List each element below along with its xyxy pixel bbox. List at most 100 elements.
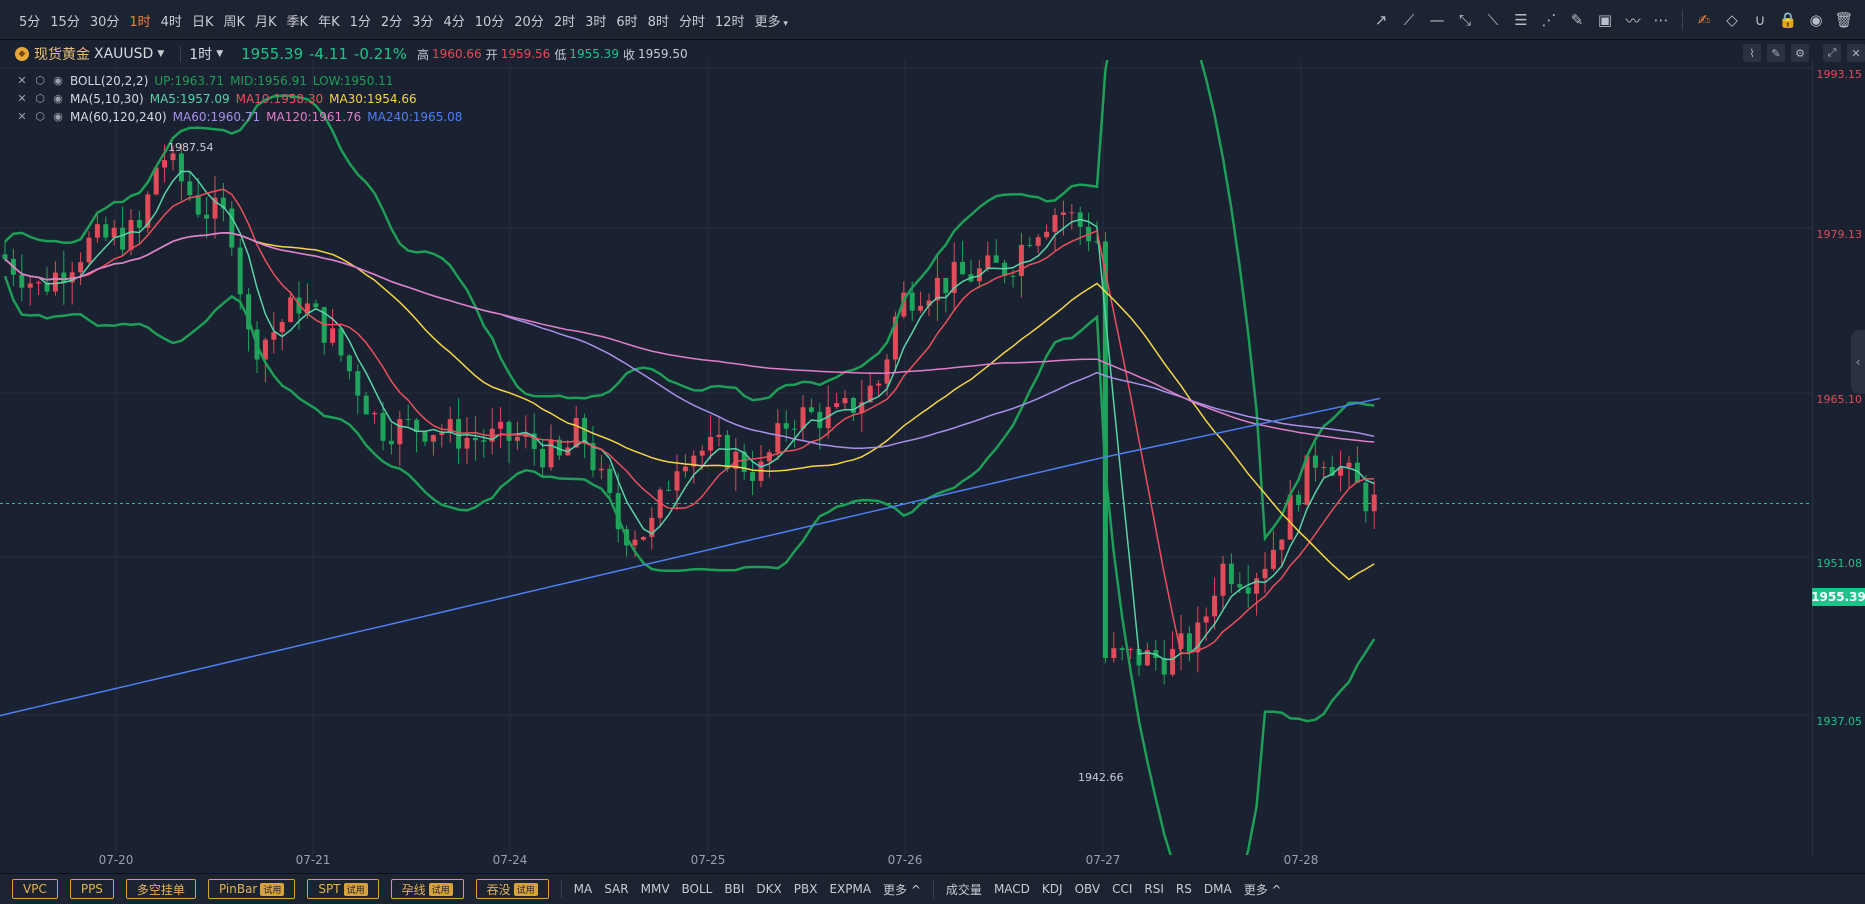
main-indicator-tab[interactable]: BOLL bbox=[681, 882, 713, 896]
tool-button[interactable]: PinBar 试用 bbox=[207, 879, 296, 899]
chevron-down-icon[interactable]: ▼ bbox=[216, 49, 224, 59]
tool-button[interactable]: 多空挂单 bbox=[125, 879, 196, 899]
period-22[interactable]: 更多 bbox=[750, 11, 793, 30]
main-indicator-tab[interactable]: PBX bbox=[793, 882, 818, 896]
collapse-panel-button[interactable]: ‹ bbox=[1851, 330, 1865, 394]
more-dots-icon[interactable]: ⋯ bbox=[1653, 11, 1669, 29]
main-indicator-tab[interactable]: MA bbox=[573, 882, 593, 896]
period-6[interactable]: 周K bbox=[223, 14, 245, 30]
candlestick-chart[interactable] bbox=[0, 60, 1812, 855]
candle-body bbox=[288, 297, 294, 322]
eye-icon[interactable]: ◉ bbox=[53, 110, 63, 123]
indicator-name[interactable]: MA(60,120,240) bbox=[70, 110, 167, 124]
horizontal-line-icon[interactable]: — bbox=[1429, 11, 1445, 29]
sub-indicator-tab[interactable]: 更多 ^ bbox=[1243, 882, 1282, 897]
brush-icon[interactable]: ✎ bbox=[1570, 11, 1584, 29]
fullscreen-icon[interactable]: ⤢ bbox=[1823, 44, 1841, 62]
period-9[interactable]: 年K bbox=[318, 14, 340, 30]
period-12[interactable]: 3分 bbox=[412, 14, 434, 30]
candle-body bbox=[1060, 212, 1066, 215]
ray-icon[interactable]: ⟋ bbox=[1403, 11, 1415, 29]
period-21[interactable]: 12时 bbox=[714, 14, 745, 30]
tool-button[interactable]: PPS bbox=[69, 879, 114, 899]
settings-icon[interactable]: ⬡ bbox=[35, 74, 45, 87]
tool-button[interactable]: VPC bbox=[12, 879, 58, 899]
extended-line-icon[interactable]: ⟍ bbox=[1487, 11, 1499, 29]
period-1[interactable]: 15分 bbox=[50, 14, 80, 30]
close-icon[interactable]: ✕ bbox=[17, 74, 27, 87]
candle-body bbox=[674, 471, 680, 491]
period-3[interactable]: 1时 bbox=[129, 14, 151, 30]
close-icon[interactable]: ✕ bbox=[17, 110, 27, 123]
interval-select[interactable]: 1时 bbox=[189, 47, 213, 63]
eye-icon[interactable]: ◉ bbox=[53, 74, 63, 87]
main-indicator-tab[interactable]: SAR bbox=[604, 882, 629, 896]
main-indicator-tab[interactable]: DKX bbox=[756, 882, 782, 896]
main-indicator-tab[interactable]: 更多 ^ bbox=[883, 882, 921, 897]
period-5[interactable]: 日K bbox=[191, 14, 214, 30]
sub-indicator-tab[interactable]: RSI bbox=[1144, 882, 1164, 896]
time-tick: 07-20 bbox=[98, 853, 134, 867]
tool-label: PinBar bbox=[218, 882, 258, 896]
trend-line-icon[interactable]: ↗ bbox=[1374, 11, 1388, 29]
sub-indicator-tab[interactable]: KDJ bbox=[1041, 882, 1063, 896]
sub-indicator-tab[interactable]: RS bbox=[1175, 882, 1192, 896]
period-14[interactable]: 10分 bbox=[474, 14, 505, 30]
price-axis[interactable]: 1993.15 1979.13 1965.10 1951.08 1937.05 bbox=[1812, 60, 1865, 855]
sub-indicator-tab[interactable]: OBV bbox=[1074, 882, 1101, 896]
period-18[interactable]: 6时 bbox=[616, 14, 638, 30]
indicator-name[interactable]: MA(5,10,30) bbox=[70, 92, 144, 106]
period-7[interactable]: 月K bbox=[255, 14, 277, 30]
close-icon[interactable]: ✕ bbox=[17, 92, 27, 105]
sub-indicator-tab[interactable]: CCI bbox=[1112, 882, 1133, 896]
sub-indicator-tab[interactable]: 成交量 bbox=[945, 882, 982, 897]
period-10[interactable]: 1分 bbox=[349, 14, 371, 30]
edit-icon[interactable]: ✎ bbox=[1767, 44, 1785, 62]
period-16[interactable]: 2时 bbox=[553, 14, 576, 30]
candle-body bbox=[825, 406, 831, 429]
main-indicator-tab[interactable]: BBI bbox=[724, 882, 745, 896]
period-17[interactable]: 3时 bbox=[585, 14, 607, 30]
period-15[interactable]: 20分 bbox=[514, 14, 544, 30]
main-indicator-tab[interactable]: EXPMA bbox=[829, 882, 872, 896]
tool-button[interactable]: 吞没 试用 bbox=[475, 879, 549, 899]
period-13[interactable]: 4分 bbox=[443, 14, 465, 30]
gann-fan-icon[interactable]: ⋰ bbox=[1541, 11, 1557, 29]
candle-body bbox=[304, 303, 310, 314]
note-edit-icon[interactable]: ✍ bbox=[1697, 11, 1711, 29]
period-2[interactable]: 30分 bbox=[89, 14, 120, 30]
period-19[interactable]: 8时 bbox=[647, 14, 669, 30]
lock-icon[interactable]: 🔒 bbox=[1778, 11, 1798, 29]
period-20[interactable]: 分时 bbox=[678, 14, 705, 30]
tool-button[interactable]: SPT 试用 bbox=[307, 879, 379, 899]
time-axis[interactable]: 07-20 07-21 07-24 07-25 07-26 07-27 07-28 bbox=[0, 853, 1812, 873]
sub-indicator-tab[interactable]: MACD bbox=[993, 882, 1030, 896]
candle-body bbox=[36, 282, 42, 284]
eye-icon[interactable]: ◉ bbox=[1809, 11, 1823, 29]
eraser-icon[interactable]: ◇ bbox=[1726, 11, 1738, 29]
trash-icon[interactable]: 🗑 bbox=[1834, 11, 1854, 29]
sub-indicator-tab[interactable]: DMA bbox=[1203, 882, 1232, 896]
settings-icon[interactable]: ⬡ bbox=[35, 110, 45, 123]
segment-icon[interactable]: ⤡ bbox=[1458, 11, 1471, 29]
period-0[interactable]: 5分 bbox=[19, 14, 41, 30]
tool-button[interactable]: 孕线 试用 bbox=[390, 879, 464, 899]
period-4[interactable]: 4时 bbox=[160, 14, 182, 30]
fibonacci-icon[interactable]: ☰ bbox=[1514, 11, 1528, 29]
chart-type-icon[interactable]: ⌇ bbox=[1743, 44, 1761, 62]
chevron-down-icon[interactable]: ▼ bbox=[157, 49, 165, 59]
magnet-icon[interactable]: ∪ bbox=[1754, 11, 1766, 29]
settings-icon[interactable]: ⬡ bbox=[35, 92, 45, 105]
settings-icon[interactable]: ⚙ bbox=[1791, 44, 1809, 62]
image-icon[interactable]: ▣ bbox=[1597, 11, 1613, 29]
symbol-code[interactable]: XAUUSD bbox=[94, 46, 154, 62]
indicator-name[interactable]: BOLL(20,2,2) bbox=[70, 74, 149, 88]
period-11[interactable]: 2分 bbox=[380, 14, 403, 30]
eye-icon[interactable]: ◉ bbox=[53, 92, 63, 105]
close-icon[interactable]: ✕ bbox=[1847, 44, 1865, 62]
main-indicator-tab[interactable]: MMV bbox=[640, 882, 670, 896]
wave-icon[interactable]: 〰 bbox=[1625, 11, 1641, 30]
symbol-name[interactable]: 现货黄金 bbox=[34, 47, 90, 63]
period-8[interactable]: 季K bbox=[286, 14, 309, 30]
candle-body bbox=[632, 539, 638, 546]
